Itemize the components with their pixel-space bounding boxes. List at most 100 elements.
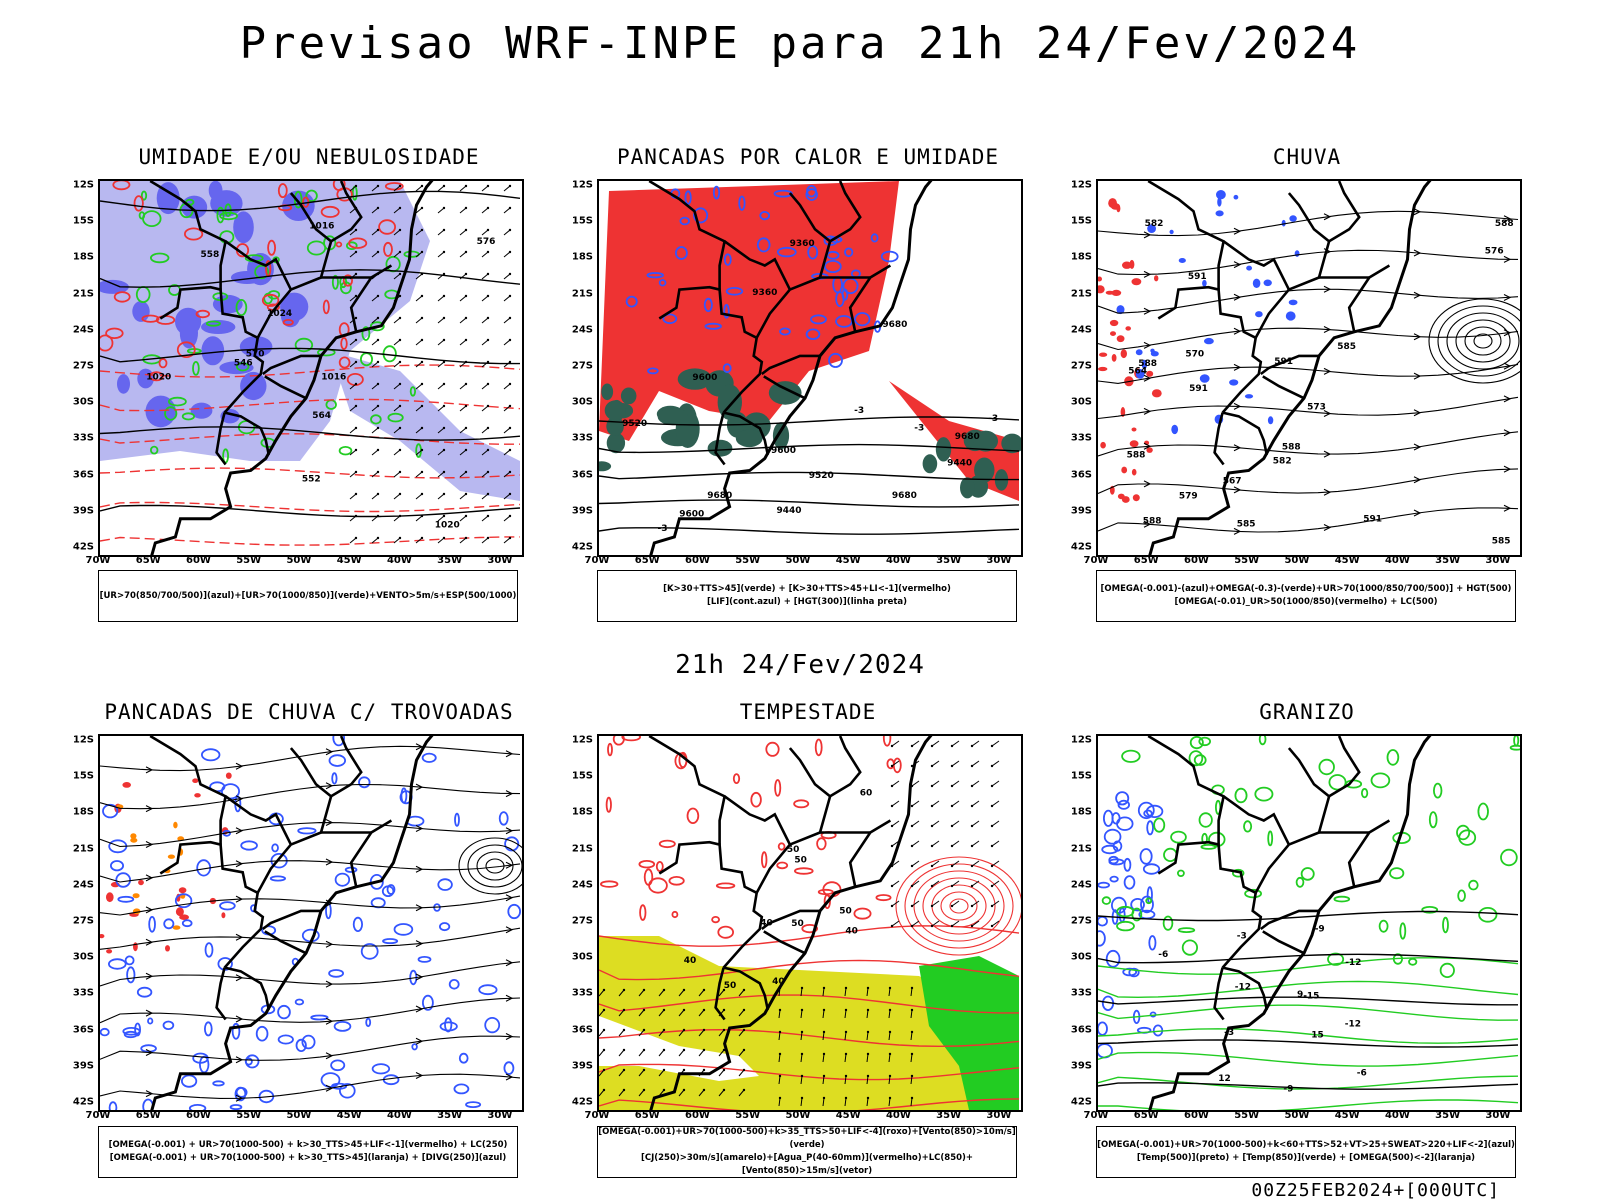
wind-vector	[930, 784, 934, 788]
wind-vector	[930, 864, 934, 868]
longitude-label: 50W	[785, 555, 811, 566]
wind-vector	[618, 1089, 625, 1097]
wind-vector	[464, 316, 468, 320]
streamline-arrow	[1503, 504, 1512, 512]
streamline-arrow	[145, 874, 154, 882]
wind-vector	[910, 884, 914, 888]
wind-vector	[503, 273, 511, 280]
wind-vector	[508, 448, 512, 452]
contour-label: -12	[1235, 983, 1251, 993]
wind-vector	[931, 880, 940, 887]
divergence-contour	[310, 1014, 329, 1021]
height-300-contour	[599, 499, 1020, 508]
hail-omega-contour	[1098, 930, 1106, 947]
divergence-contour	[297, 827, 317, 835]
divergence-contour	[123, 1030, 138, 1039]
wind-vector	[393, 361, 401, 368]
wind-vector	[376, 448, 380, 452]
wind-vector	[930, 904, 934, 908]
wind-vector	[420, 272, 424, 276]
contour-label: 9520	[622, 419, 647, 429]
wind-vector	[718, 1049, 725, 1057]
wind-vector	[354, 272, 358, 276]
wind-vector	[970, 884, 974, 888]
wind-vector	[722, 1028, 726, 1032]
wind-vector	[393, 537, 401, 544]
wind-vector	[800, 986, 804, 990]
precipitable-water-contour	[599, 880, 619, 888]
contour-label: 12	[1218, 1074, 1231, 1084]
wind-vector	[442, 536, 446, 540]
streamline-arrow	[415, 783, 424, 791]
wind-vector	[481, 273, 489, 280]
divergence-contour	[200, 748, 221, 762]
longitude-label: 30W	[487, 1110, 513, 1121]
longitude-label: 70W	[584, 555, 610, 566]
wind-vector	[718, 1029, 725, 1037]
lc850-contour	[599, 1098, 1020, 1110]
moist-instability-area	[960, 477, 975, 499]
temp850-contour	[1421, 906, 1439, 914]
temp850-contour	[1370, 772, 1391, 789]
wind-vector	[888, 1075, 891, 1085]
rain-area	[1121, 496, 1130, 503]
divergence-contour	[235, 1086, 248, 1098]
lifted-index-contour	[779, 327, 791, 336]
wind-vector	[415, 273, 423, 280]
wind-vector	[459, 537, 467, 544]
wind-vector	[371, 383, 379, 390]
wind-vector	[890, 924, 894, 928]
thickness-contour	[378, 219, 397, 235]
wind-vector	[891, 920, 900, 927]
hail-omega-contour	[1117, 799, 1131, 810]
wind-vector	[888, 986, 892, 990]
temp850-line	[1098, 980, 1519, 999]
main-title: Previsao WRF-INPE para 21h 24/Fev/2024	[239, 18, 1361, 69]
rain-area	[1131, 468, 1137, 476]
contour-label: 9360	[752, 288, 777, 298]
low-level-humidity-contour	[168, 396, 187, 407]
longitude-label: 65W	[135, 555, 161, 566]
latitude-label: 30S	[571, 396, 593, 408]
thunderstorm-area	[122, 782, 131, 788]
border-line	[215, 412, 227, 466]
precipitable-water-contour	[801, 924, 819, 934]
hail-omega-contour	[1145, 804, 1164, 819]
wind-vector	[971, 920, 980, 927]
contour-label: 9360	[790, 239, 815, 249]
wind-vector	[800, 1075, 803, 1085]
wind-vector	[415, 449, 423, 456]
omega-area	[1233, 194, 1239, 200]
map-panel: 9680 9680 9600 9680 9600 9520 9440 9360 9680 9600…	[597, 179, 1023, 557]
border-line	[829, 736, 862, 798]
longitude-label: 60W	[1183, 1110, 1209, 1121]
humidity-core	[190, 402, 213, 419]
wind-vector	[642, 1008, 646, 1012]
wind-vector	[910, 1053, 913, 1063]
wind-vector	[349, 471, 357, 478]
low-level-humidity-contour	[216, 206, 225, 224]
hail-omega-contour	[1115, 791, 1130, 806]
wind-vector	[662, 1068, 666, 1072]
lifted-index-contour	[712, 185, 721, 200]
wind-vector	[415, 185, 423, 192]
wind-vector	[398, 448, 402, 452]
divergence-contour	[382, 938, 399, 945]
wind-vector	[376, 338, 380, 342]
wind-vector	[866, 987, 869, 997]
longitude-label: 50W	[1284, 555, 1310, 566]
longitude-label: 55W	[236, 1110, 262, 1121]
temp850-contour	[1177, 927, 1196, 934]
lc850-contour	[599, 925, 1020, 947]
divergence-contour	[504, 836, 520, 852]
precipitable-water-contour	[882, 736, 892, 747]
border-line	[349, 264, 393, 333]
wind-vector	[990, 744, 994, 748]
wind-vector	[718, 989, 725, 997]
wind-vector	[508, 514, 512, 518]
streamline-arrow	[145, 1049, 154, 1056]
humidity-core	[233, 211, 254, 244]
wind-vector	[991, 860, 1000, 867]
anticyclone-streamline	[467, 844, 522, 888]
wind-vector	[599, 1029, 605, 1037]
